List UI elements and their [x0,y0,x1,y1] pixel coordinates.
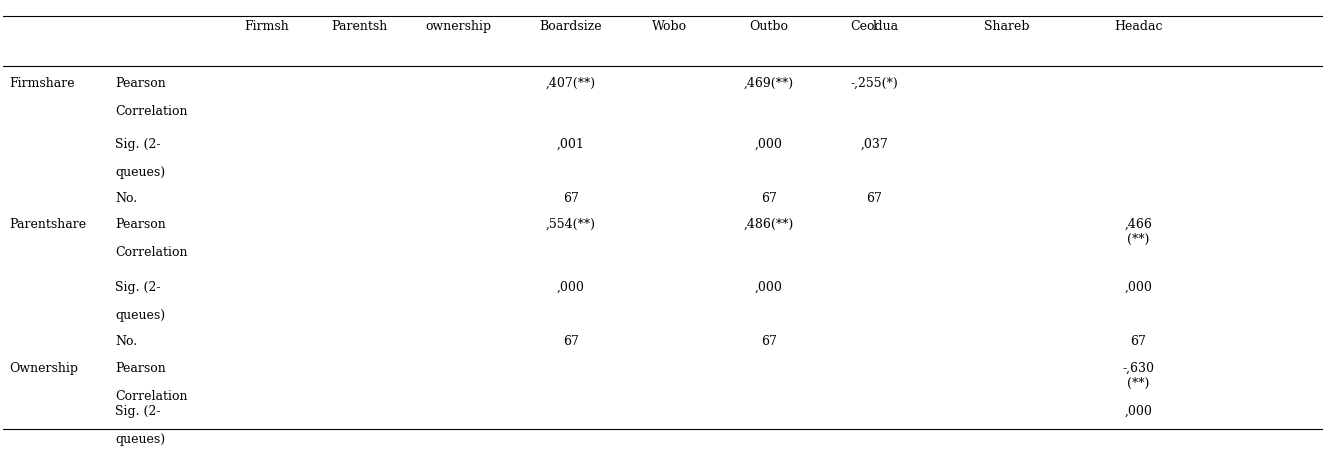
Text: Parentsh: Parentsh [332,20,387,33]
Text: ,000: ,000 [557,281,585,294]
Text: 67: 67 [866,192,882,205]
Text: -,630
(**): -,630 (**) [1122,362,1155,390]
Text: ,000: ,000 [754,281,782,294]
Text: Sig. (2-: Sig. (2- [115,281,160,294]
Text: ,554(**): ,554(**) [545,218,595,231]
Text: Wobo: Wobo [652,20,687,33]
Text: queues): queues) [115,166,166,179]
Text: Pearson: Pearson [115,362,166,374]
Text: ,469(**): ,469(**) [744,76,794,90]
Text: l: l [873,20,876,33]
Text: No.: No. [115,336,137,348]
Text: 67: 67 [562,336,578,348]
Text: ,037: ,037 [861,138,888,151]
Text: Headac: Headac [1114,20,1163,33]
Text: Boardsize: Boardsize [540,20,602,33]
Text: ,407(**): ,407(**) [545,76,595,90]
Text: Correlation: Correlation [115,246,187,259]
Text: Shareb: Shareb [984,20,1029,33]
Text: Outbo: Outbo [749,20,788,33]
Text: 67: 67 [761,192,777,205]
Text: ,000: ,000 [1124,405,1152,418]
Text: 67: 67 [761,336,777,348]
Text: ,001: ,001 [557,138,585,151]
Text: -,255(*): -,255(*) [850,76,898,90]
Text: Firmshare: Firmshare [9,76,76,90]
Text: ,486(**): ,486(**) [744,218,794,231]
Text: ,466
(**): ,466 (**) [1124,218,1152,246]
Text: Correlation: Correlation [115,390,187,403]
Text: queues): queues) [115,433,166,446]
Text: Pearson: Pearson [115,76,166,90]
Text: Firmsh: Firmsh [244,20,289,33]
Text: No.: No. [115,192,137,205]
Text: queues): queues) [115,310,166,322]
Text: 67: 67 [562,192,578,205]
Text: Sig. (2-: Sig. (2- [115,405,160,418]
Text: Ownership: Ownership [9,362,78,374]
Text: Ceodua: Ceodua [850,20,898,33]
Text: ownership: ownership [426,20,492,33]
Text: Sig. (2-: Sig. (2- [115,138,160,151]
Text: 67: 67 [1131,336,1146,348]
Text: Parentshare: Parentshare [9,218,86,231]
Text: Correlation: Correlation [115,105,187,118]
Text: ,000: ,000 [1124,281,1152,294]
Text: ,000: ,000 [754,138,782,151]
Text: Pearson: Pearson [115,218,166,231]
